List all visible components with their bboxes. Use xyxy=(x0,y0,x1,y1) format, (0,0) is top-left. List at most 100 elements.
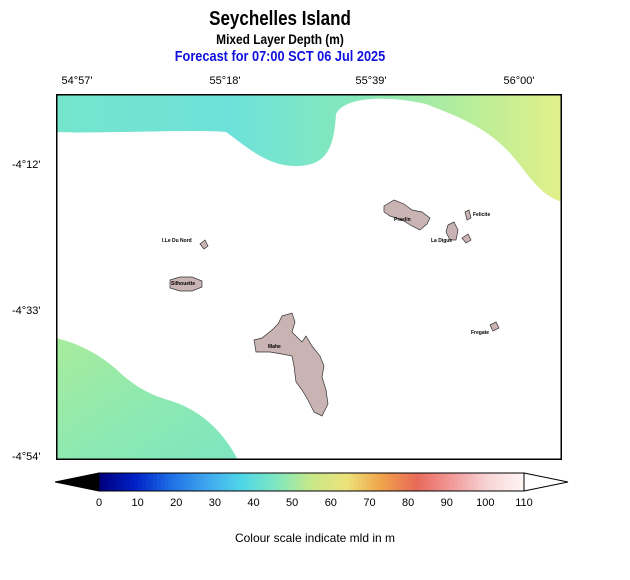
colorbar-cell xyxy=(384,473,390,491)
colorbar-cell xyxy=(199,473,204,491)
colorbar-cell xyxy=(265,473,270,491)
colorbar-cell xyxy=(326,473,332,491)
map-subtitle: Mixed Layer Depth (m) xyxy=(216,31,344,47)
lon-label-1: 54°57' xyxy=(61,75,93,87)
colorbar-cell xyxy=(516,473,521,491)
colorbar-cell xyxy=(338,473,344,491)
colorbar-cell xyxy=(311,473,316,491)
colorbar-cell xyxy=(512,473,517,491)
colorbar-cell xyxy=(396,473,401,491)
island-silhouette xyxy=(169,276,203,292)
colorbar-cell xyxy=(489,473,494,491)
colorbar-tick-label: 30 xyxy=(208,497,222,509)
map-title: Seychelles Island xyxy=(209,8,351,30)
colorbar-cell xyxy=(365,473,371,491)
colorbar-cell xyxy=(431,473,436,491)
colorbar-cell xyxy=(280,473,286,491)
colorbar-cell xyxy=(238,473,243,491)
colorbar-cell xyxy=(141,473,146,491)
colorbar-cell xyxy=(369,473,374,491)
colorbar-cell xyxy=(126,473,131,491)
colorbar-cell xyxy=(99,473,104,491)
colorbar-cell xyxy=(315,473,320,491)
lon-label-2: 55°18' xyxy=(209,75,241,87)
colorbar-cell xyxy=(450,473,456,491)
colorbar-cell xyxy=(388,473,394,491)
colorbar-cell xyxy=(508,473,514,491)
colorbar-cell xyxy=(272,473,278,491)
colorbar-cell xyxy=(176,473,181,491)
colorbar-cell xyxy=(172,473,177,491)
label-fregate: Fregate xyxy=(471,330,489,336)
colorbar-cell xyxy=(442,473,448,491)
colorbar-cell xyxy=(307,473,313,491)
colorbar-cell xyxy=(400,473,405,491)
colorbar-cell xyxy=(392,473,398,491)
forecast-time: Forecast for 07:00 SCT 06 Jul 2025 xyxy=(174,48,386,65)
colorbar-cell xyxy=(346,473,351,491)
colorbar-cell xyxy=(203,473,208,491)
colorbar-tick-label: 20 xyxy=(170,497,183,509)
colorbar-cell xyxy=(419,473,425,491)
colorbar-cell xyxy=(423,473,429,491)
colorbar-cell xyxy=(446,473,452,491)
label-praslin: Praslin xyxy=(394,217,411,223)
colorbar xyxy=(55,472,569,492)
island-ile-du-nord xyxy=(199,239,209,250)
colorbar-cell xyxy=(319,473,324,491)
colorbar-cell xyxy=(377,473,382,491)
lon-label-3: 55°39' xyxy=(355,75,387,87)
colorbar-cell xyxy=(454,473,459,491)
colorbar-cell xyxy=(496,473,502,491)
colorbar-cell xyxy=(187,473,193,491)
colorbar-tick-label: 90 xyxy=(440,497,453,509)
colorbar-cell xyxy=(520,473,525,491)
colorbar-cell xyxy=(218,473,224,491)
colorbar-cell xyxy=(466,473,471,491)
colorbar-cell xyxy=(354,473,359,491)
colorbar-cell xyxy=(114,473,119,491)
colorbar-cell xyxy=(222,473,228,491)
colorbar-cell xyxy=(153,473,158,491)
colorbar-cell xyxy=(427,473,432,491)
colorbar-cell xyxy=(168,473,174,491)
colorbar-cell xyxy=(292,473,297,491)
colorbar-tick-label: 50 xyxy=(286,497,299,509)
colorbar-cell xyxy=(485,473,490,491)
colorbar-cell xyxy=(156,473,162,491)
colorbar-cell xyxy=(145,473,150,491)
mld-field-north xyxy=(56,94,562,202)
label-silhouette: Silhouette xyxy=(171,281,195,287)
colorbar-cell xyxy=(149,473,154,491)
colorbar-cell xyxy=(249,473,255,491)
colorbar-cell xyxy=(435,473,440,491)
colorbar-cell xyxy=(191,473,197,491)
colorbar-tick-label: 10 xyxy=(131,497,144,509)
colorbar-cell xyxy=(415,473,421,491)
lat-label-1: -4°12' xyxy=(12,159,41,171)
colorbar-cell xyxy=(241,473,247,491)
colorbar-cell xyxy=(118,473,123,491)
colorbar-cell xyxy=(458,473,463,491)
colorbar-tick-label: 110 xyxy=(515,497,533,509)
colorbar-cell xyxy=(214,473,220,491)
colorbar-cell xyxy=(299,473,305,491)
colorbar-cell xyxy=(504,473,510,491)
colorbar-tick-label: 60 xyxy=(324,497,337,509)
colorbar-cell xyxy=(129,473,135,491)
map-panel[interactable]: I.Le Du Nord Silhouette Praslin Felicite… xyxy=(56,94,562,460)
colorbar-cell xyxy=(439,473,444,491)
island-la-digue xyxy=(445,221,459,241)
colorbar-cell xyxy=(342,473,347,491)
colorbar-cell xyxy=(106,473,112,491)
colorbar-cell xyxy=(361,473,367,491)
island-fregate xyxy=(489,321,500,332)
colorbar-cell xyxy=(323,473,328,491)
lat-label-2: -4°33' xyxy=(12,305,41,317)
colorbar-cell xyxy=(296,473,301,491)
label-felicite: Felicite xyxy=(473,212,490,218)
colorbar-tick-label: 40 xyxy=(247,497,260,509)
colorbar-cell xyxy=(234,473,239,491)
colorbar-tick-label: 80 xyxy=(401,497,415,509)
colorbar-cell xyxy=(102,473,108,491)
